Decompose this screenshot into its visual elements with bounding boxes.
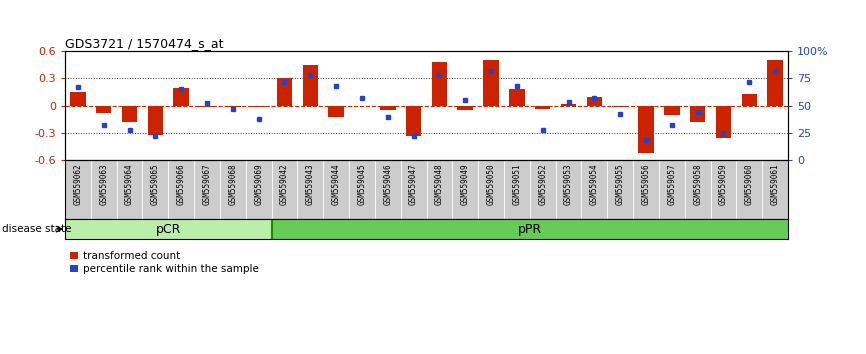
Bar	[225, 105, 241, 107]
Text: GSM559048: GSM559048	[435, 163, 444, 205]
Text: GSM559059: GSM559059	[719, 163, 728, 205]
Bar	[302, 65, 318, 105]
Text: GSM559047: GSM559047	[409, 163, 418, 205]
Bar	[741, 94, 757, 105]
Text: GSM559046: GSM559046	[384, 163, 392, 205]
Bar	[535, 105, 551, 109]
Text: GSM559064: GSM559064	[125, 163, 134, 205]
Text: GSM559062: GSM559062	[74, 163, 82, 205]
Bar	[328, 105, 344, 116]
Text: GDS3721 / 1570474_s_at: GDS3721 / 1570474_s_at	[65, 37, 223, 50]
Text: GSM559060: GSM559060	[745, 163, 753, 205]
Bar	[65, 219, 272, 239]
Legend: transformed count, percentile rank within the sample: transformed count, percentile rank withi…	[70, 251, 259, 274]
Text: disease state: disease state	[2, 224, 71, 234]
Bar	[380, 105, 396, 110]
Text: GSM559044: GSM559044	[332, 163, 340, 205]
Text: GSM559050: GSM559050	[487, 163, 495, 205]
Bar	[173, 87, 189, 105]
Text: GSM559061: GSM559061	[771, 163, 779, 205]
Text: GSM559058: GSM559058	[693, 163, 702, 205]
Text: GSM559066: GSM559066	[177, 163, 185, 205]
Bar	[277, 79, 292, 105]
Bar	[690, 105, 706, 122]
Bar	[483, 61, 499, 105]
Text: GSM559069: GSM559069	[254, 163, 263, 205]
Bar	[638, 105, 654, 153]
Text: GSM559068: GSM559068	[229, 163, 237, 205]
Bar	[199, 105, 215, 108]
Text: GSM559042: GSM559042	[280, 163, 289, 205]
Bar	[457, 105, 473, 110]
Bar	[664, 105, 680, 115]
Bar	[561, 104, 576, 105]
Bar	[122, 105, 138, 122]
Bar	[251, 105, 267, 108]
Text: GSM559065: GSM559065	[151, 163, 160, 205]
Text: GSM559057: GSM559057	[668, 163, 676, 205]
Bar	[147, 105, 163, 135]
Text: GSM559055: GSM559055	[616, 163, 624, 205]
Bar	[96, 105, 112, 113]
Text: pPR: pPR	[518, 223, 542, 235]
Bar	[509, 89, 525, 105]
Text: GSM559052: GSM559052	[539, 163, 547, 205]
Bar	[767, 61, 783, 105]
Text: GSM559051: GSM559051	[513, 163, 521, 205]
Text: GSM559063: GSM559063	[100, 163, 108, 205]
Text: GSM559045: GSM559045	[358, 163, 366, 205]
Text: GSM559043: GSM559043	[306, 163, 314, 205]
Text: GSM559049: GSM559049	[461, 163, 469, 205]
Bar	[272, 219, 788, 239]
Bar	[431, 62, 447, 105]
Bar	[406, 105, 422, 136]
Text: pCR: pCR	[156, 223, 181, 235]
Text: GSM559054: GSM559054	[590, 163, 599, 205]
Text: GSM559056: GSM559056	[642, 163, 650, 205]
Text: GSM559067: GSM559067	[203, 163, 211, 205]
Bar	[612, 105, 628, 108]
Bar	[586, 97, 602, 105]
Bar	[715, 105, 731, 138]
Bar	[70, 92, 86, 105]
Text: GSM559053: GSM559053	[564, 163, 573, 205]
